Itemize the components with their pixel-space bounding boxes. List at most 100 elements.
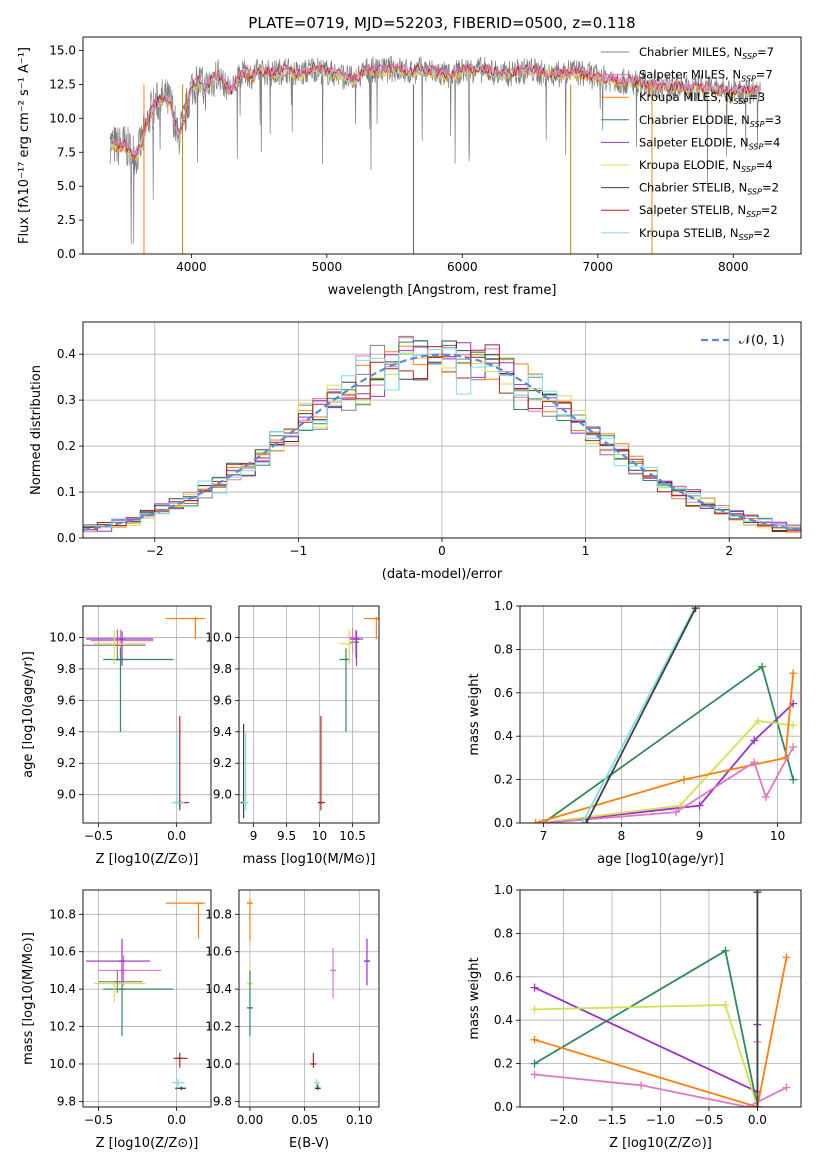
- weight-line: [542, 665, 795, 823]
- x-tick-label: 9: [250, 829, 258, 843]
- x-tick-label: 5000: [312, 260, 343, 274]
- weight-marker: [530, 1005, 539, 1014]
- legend-tail: =2: [753, 226, 770, 240]
- legend-tail: =2: [762, 181, 779, 195]
- weight-line: [535, 673, 795, 823]
- weight-marker: [539, 819, 548, 823]
- weight-marker: [757, 662, 766, 671]
- y-tick-label: 15.0: [49, 44, 76, 58]
- y-tick-label: 9.8: [213, 662, 232, 676]
- x-tick-label: 8: [618, 829, 626, 843]
- x-axis-label: E(B-V): [289, 1136, 329, 1151]
- x-tick-label: 0.0: [748, 1113, 767, 1127]
- legend-text: Chabrier STELIB, N: [639, 181, 747, 195]
- legend-subscript: SSP: [741, 165, 756, 174]
- weight-marker: [721, 946, 730, 955]
- x-tick-label: 9: [696, 829, 704, 843]
- x-tick-label: −0.5: [84, 829, 113, 843]
- y-tick-label: 9.8: [57, 1094, 76, 1108]
- legend-text: Salpeter MILES, N: [639, 68, 741, 82]
- x-tick-label: −2: [146, 544, 164, 558]
- legend-subscript: SSP: [750, 120, 765, 129]
- y-tick-label: 10.6: [49, 945, 76, 959]
- legend-subscript: SSP: [741, 75, 756, 84]
- plot-area: [109, 55, 761, 254]
- y-tick-label: 10.2: [49, 1020, 76, 1034]
- normal-curve: [83, 353, 801, 531]
- y-tick-label: 10.0: [49, 630, 76, 644]
- weight-marker: [750, 758, 759, 767]
- x-tick-label: 6000: [447, 260, 478, 274]
- legend-text: Salpeter ELODIE, N: [639, 135, 749, 149]
- legend-entry: Chabrier STELIB, NSSP=2: [639, 181, 779, 197]
- weight-line: [534, 986, 758, 1093]
- legend-tail: =7: [757, 45, 774, 59]
- legend-text: Kroupa STELIB, N: [639, 226, 739, 240]
- y-axis-label: mass weight: [467, 957, 482, 1039]
- weight-marker: [721, 1001, 730, 1010]
- x-tick-label: 1: [582, 544, 590, 558]
- y-tick-label: 9.8: [57, 662, 76, 676]
- x-axis-label: age [log10(age/yr)]: [597, 852, 724, 867]
- weight-marker: [627, 1055, 635, 1063]
- chart-mass_vs_ebv: 0.00 0.05 0.10 9.8 10.0 10.2 10.4 10.6 10.8 E(B-V…: [205, 889, 380, 1151]
- legend-entry: Chabrier MILES, NSSP=7: [639, 45, 774, 61]
- weight-marker: [782, 1083, 791, 1092]
- x-tick-label: −1.0: [646, 1113, 675, 1127]
- x-tick-label: 0.10: [346, 1113, 373, 1127]
- y-tick-label: 0.6: [494, 970, 513, 984]
- x-tick-label: 10: [770, 829, 785, 843]
- y-tick-label: 0.8: [494, 642, 513, 656]
- weight-marker: [753, 890, 762, 897]
- y-tick-label: 1.0: [494, 599, 513, 613]
- x-tick-label: 2: [725, 544, 733, 558]
- x-tick-label: −0.5: [84, 1113, 113, 1127]
- axes-frame: [519, 605, 802, 824]
- weight-marker: [789, 669, 798, 678]
- legend-tail: =3: [748, 90, 765, 104]
- weight-marker: [789, 775, 798, 784]
- x-tick-label: 9.5: [277, 829, 296, 843]
- y-tick-label: 0.0: [57, 531, 76, 545]
- weight-marker: [789, 743, 798, 752]
- chart-age_vs_mass: 9 9.5 10 10.5 9.0 9.2 9.4 9.6 9.8 10.0 mass [log10…: [205, 605, 380, 867]
- weight-marker: [679, 775, 688, 784]
- y-axis-label: mass weight: [467, 673, 482, 755]
- weight-marker: [695, 801, 704, 810]
- residual-histogram: [83, 344, 801, 532]
- weight-marker: [578, 819, 587, 823]
- weight-marker: [535, 819, 544, 823]
- y-tick-label: 9.0: [57, 788, 76, 802]
- chart-spectrum: 4000 5000 6000 7000 8000 0.0 2.5 5.0 7.5 10.0 12.5…: [17, 14, 802, 298]
- legend-entry: Chabrier ELODIE, NSSP=3: [639, 113, 781, 129]
- x-tick-label: −2.0: [549, 1113, 578, 1127]
- y-tick-label: 0.4: [494, 729, 513, 743]
- legend-subscript: SSP: [742, 52, 757, 61]
- axes-frame: [82, 36, 802, 255]
- residual-histogram: [83, 348, 801, 530]
- y-tick-label: 9.0: [213, 788, 232, 802]
- y-tick-label: 0.0: [494, 816, 513, 830]
- y-tick-label: 1.0: [494, 883, 513, 897]
- chart-mass_vs_Z: −0.5 0.0 9.8 10.0 10.2 10.4 10.6 10.8 Z [log10(Z…: [21, 889, 212, 1151]
- y-tick-label: 10.4: [205, 982, 232, 996]
- y-tick-label: 0.3: [57, 393, 76, 407]
- weight-marker: [531, 819, 540, 823]
- y-tick-label: 0.2: [494, 773, 513, 787]
- y-tick-label: 10.8: [205, 907, 232, 921]
- y-tick-label: 12.5: [49, 77, 76, 91]
- weight-marker: [582, 819, 591, 823]
- x-tick-label: 0.00: [237, 1113, 264, 1127]
- x-axis-label: wavelength [Angstrom, rest frame]: [328, 283, 557, 298]
- x-axis-label: Z [log10(Z/Z⊙)]: [96, 1136, 199, 1151]
- legend-text: Salpeter STELIB, N: [639, 203, 746, 217]
- legend-entry: Salpeter STELIB, NSSP=2: [639, 203, 778, 219]
- y-tick-label: 0.0: [494, 1100, 513, 1114]
- x-tick-label: 7000: [583, 260, 614, 274]
- legend-subscript: SSP: [734, 97, 749, 106]
- weight-line: [539, 720, 794, 823]
- legend-entry: 𝒩(0, 1): [739, 332, 785, 347]
- x-tick-label: 7: [540, 829, 548, 843]
- legend-subscript: SSP: [747, 188, 762, 197]
- weight-line: [534, 1073, 787, 1107]
